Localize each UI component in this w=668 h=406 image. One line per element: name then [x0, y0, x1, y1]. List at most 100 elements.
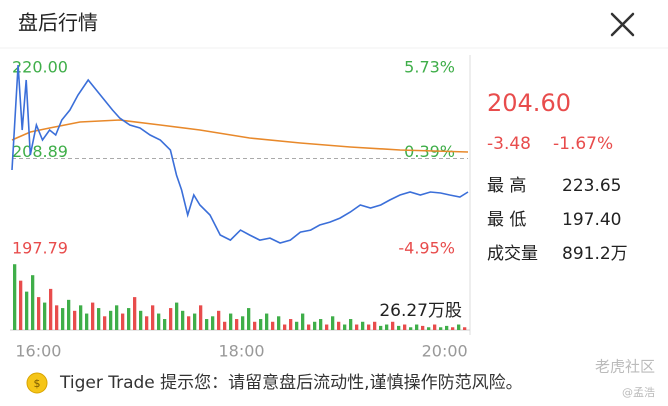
volume-bar	[49, 288, 53, 330]
volume-bar	[337, 321, 341, 330]
volume-bar	[235, 319, 239, 330]
volume-bar	[193, 313, 197, 330]
volume-bar	[301, 313, 305, 330]
volume-bar	[271, 321, 275, 330]
volume-bar	[403, 324, 407, 330]
volume-bar	[133, 297, 137, 330]
stat-label: 成交量	[487, 244, 538, 264]
volume-bar	[379, 325, 383, 330]
volume-bar	[253, 321, 257, 330]
volume-bar	[31, 275, 35, 330]
volume-bar	[85, 313, 89, 330]
close-button[interactable]	[610, 12, 635, 37]
volume-bar	[457, 324, 461, 330]
volume-bar	[109, 310, 113, 330]
volume-bar	[157, 313, 161, 330]
volume-bar	[223, 321, 227, 330]
stat-value: 891.2万	[562, 244, 628, 264]
volume-bar	[211, 316, 215, 330]
volume-bar	[115, 305, 119, 330]
volume-bar	[241, 316, 245, 330]
stat-value: 197.40	[562, 210, 621, 230]
volume-bar	[463, 327, 467, 330]
volume-bar	[313, 321, 317, 330]
volume-bar	[181, 310, 185, 330]
volume-bar	[103, 316, 107, 330]
x-tick-label: 20:00	[422, 342, 468, 361]
volume-bar	[205, 319, 209, 330]
y-tick-label: 220.00	[12, 58, 68, 77]
volume-bar	[355, 324, 359, 330]
volume-bar	[217, 310, 221, 330]
price-change: -3.48	[487, 134, 531, 154]
volume-bar	[247, 308, 251, 330]
volume-bar	[43, 302, 47, 330]
volume-bar	[349, 319, 353, 330]
volume-bar	[73, 310, 77, 330]
volume-bar	[151, 305, 155, 330]
stat-label: 最 高	[487, 176, 526, 196]
volume-bar	[409, 327, 413, 330]
volume-bar	[67, 299, 71, 330]
volume-bar	[367, 324, 371, 330]
close-icon[interactable]	[610, 12, 635, 37]
volume-bar	[289, 319, 293, 330]
last-price: 204.60	[487, 89, 571, 117]
volume-bar	[343, 324, 347, 330]
volume-bar	[259, 319, 263, 330]
volume-bar	[55, 305, 59, 330]
volume-bar	[265, 313, 269, 330]
volume-bar	[91, 302, 95, 330]
volume-bar	[427, 327, 431, 330]
volume-bar	[319, 319, 323, 330]
y2-tick-label: 5.73%	[404, 58, 455, 77]
volume-bar	[97, 308, 101, 330]
notice: Tiger Trade 提示您：请留意盘后流动性,谨慎操作防范风险。	[59, 373, 523, 393]
volume-bar	[79, 305, 83, 330]
volume-bar	[373, 321, 377, 330]
volume-bar	[421, 325, 425, 330]
volume-bar	[397, 325, 401, 330]
volume-bar	[451, 327, 455, 330]
price-line	[11, 64, 469, 244]
volume-bar	[439, 327, 443, 330]
volume-bar	[13, 264, 17, 330]
y-tick-label: 197.79	[12, 239, 68, 258]
volume-bar	[445, 325, 449, 330]
volume-bar	[25, 291, 29, 330]
volume-bar	[169, 308, 173, 330]
watermark-brand: 老虎社区	[595, 358, 655, 376]
volume-bar	[385, 324, 389, 330]
volume-bar	[307, 324, 311, 330]
panel-title: 盘后行情	[18, 11, 98, 35]
volume-bar	[175, 302, 179, 330]
volume-bar	[139, 310, 143, 330]
watermark-author: @孟浩	[622, 386, 655, 399]
y-tick-label: 208.89	[12, 142, 68, 161]
volume-bar	[277, 316, 281, 330]
price-change-pct: -1.67%	[553, 134, 613, 154]
volume-bar	[415, 324, 419, 330]
volume-bar	[199, 305, 203, 330]
coin-icon	[26, 372, 48, 394]
volume-bar	[361, 321, 365, 330]
stat-value: 223.65	[562, 176, 621, 196]
volume-bar	[325, 324, 329, 330]
volume-bar	[229, 313, 233, 330]
stats: 最 高 223.65 最 低 197.40 成交量 891.2万	[487, 176, 628, 264]
volume-bar	[127, 308, 131, 330]
volume-bar	[61, 308, 65, 330]
volume-bar	[163, 319, 167, 330]
volume-bar	[283, 324, 287, 330]
volume-max-label: 26.27万股	[379, 301, 462, 321]
volume-bar	[433, 324, 437, 330]
stat-label: 最 低	[487, 210, 526, 230]
volume-bar	[19, 280, 23, 330]
volume-bar	[121, 313, 125, 330]
coin-icon-mark: $	[34, 377, 41, 390]
volume-bar	[145, 316, 149, 330]
y2-tick-label: -4.95%	[398, 239, 455, 258]
volume-bar	[295, 321, 299, 330]
x-tick-label: 18:00	[218, 342, 264, 361]
